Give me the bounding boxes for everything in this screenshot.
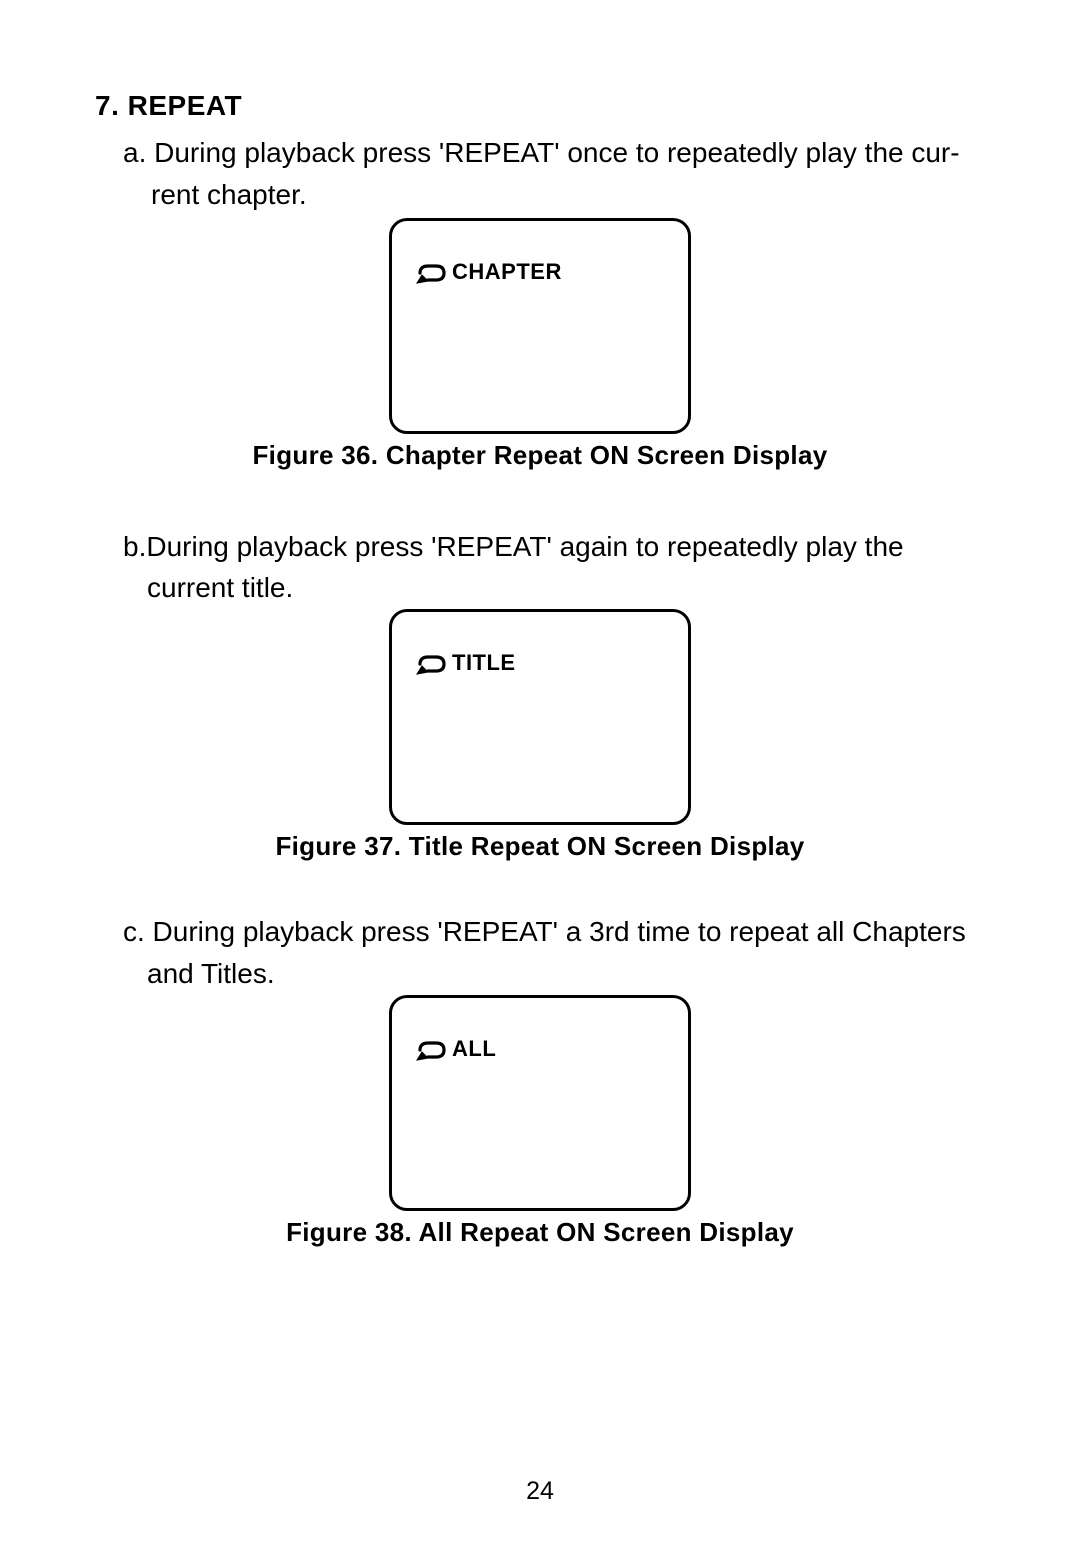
section-heading: 7. REPEAT <box>95 90 985 122</box>
figure-37-wrap: TITLE Figure 37. Title Repeat ON Screen … <box>95 609 985 862</box>
page-number: 24 <box>0 1477 1080 1506</box>
screen-inner: TITLE <box>414 650 516 676</box>
figure-37-caption: Figure 37. Title Repeat ON Screen Displa… <box>275 831 804 862</box>
section-title: REPEAT <box>128 90 243 121</box>
screen-label-all: ALL <box>452 1036 496 1062</box>
repeat-icon <box>414 260 446 284</box>
item-b-line1: b.During playback press 'REPEAT' again t… <box>95 527 985 566</box>
screen-box-chapter: CHAPTER <box>389 218 691 434</box>
item-a-line1: a. During playback press 'REPEAT' once t… <box>95 132 985 174</box>
screen-inner: CHAPTER <box>414 259 562 285</box>
item-b-line2: current title. <box>95 568 985 607</box>
figure-36-caption: Figure 36. Chapter Repeat ON Screen Disp… <box>253 440 828 471</box>
screen-inner: ALL <box>414 1036 496 1062</box>
section-number: 7. <box>95 90 119 121</box>
repeat-icon <box>414 651 446 675</box>
figure-38-caption: Figure 38. All Repeat ON Screen Display <box>286 1217 794 1248</box>
screen-box-all: ALL <box>389 995 691 1211</box>
item-c-line2: and Titles. <box>95 954 985 993</box>
figure-36-wrap: CHAPTER Figure 36. Chapter Repeat ON Scr… <box>95 218 985 471</box>
item-c-line1: c. During playback press 'REPEAT' a 3rd … <box>95 912 985 951</box>
manual-page: 7. REPEAT a. During playback press 'REPE… <box>0 0 1080 1248</box>
repeat-icon <box>414 1037 446 1061</box>
screen-box-title: TITLE <box>389 609 691 825</box>
screen-label-chapter: CHAPTER <box>452 259 562 285</box>
screen-label-title: TITLE <box>452 650 516 676</box>
item-a-line2: rent chapter. <box>95 174 985 216</box>
figure-38-wrap: ALL Figure 38. All Repeat ON Screen Disp… <box>95 995 985 1248</box>
